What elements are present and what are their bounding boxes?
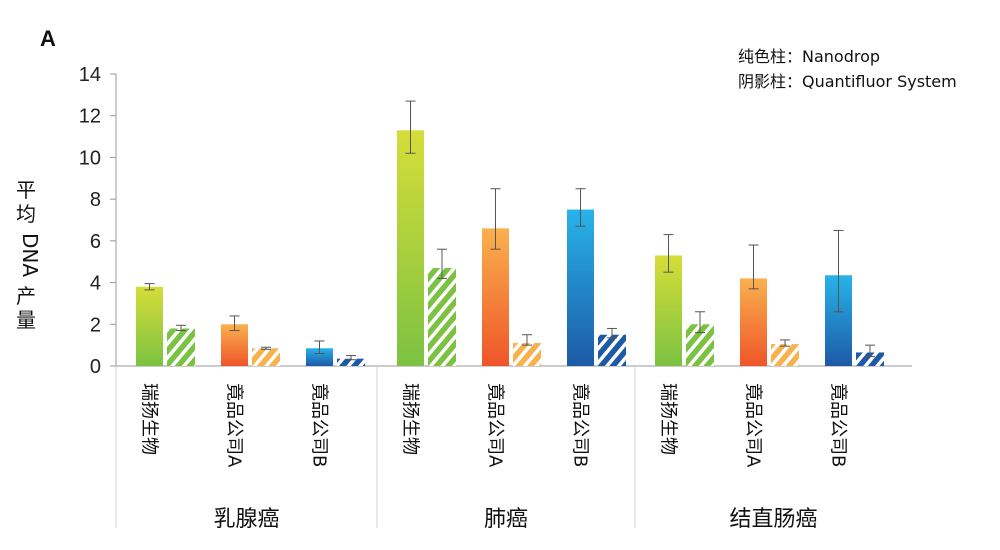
bar-nanodrop [221,324,248,366]
y-axis-label-part: 均 [16,202,36,226]
x-category-label: 瑞扬生物 [658,383,679,455]
group-label: 肺癌 [484,507,528,532]
bar-quantifluor [513,343,541,366]
y-axis-label-part: 量 [16,308,36,332]
x-category-label: 瑞扬生物 [400,383,421,455]
group-label: 乳腺癌 [213,507,279,532]
legend: 纯色柱：Nanodrop 阴影柱：Quantifluor System [738,44,957,94]
bar-quantifluor [252,348,280,366]
y-axis-label-part: 产 [16,284,36,308]
y-tick-label: 2 [90,314,101,336]
group-label: 结直肠癌 [729,507,817,532]
y-axis-label-part: 平 [16,178,36,202]
legend-solid-entry: 纯色柱：Nanodrop [738,47,881,66]
bar-quantifluor [771,344,799,366]
bar-nanodrop [306,348,333,366]
x-category-label: 竟品公司B [570,383,591,467]
x-category-label: 竟品公司A [743,383,764,468]
bar-quantifluor [598,334,626,366]
y-tick-label: 0 [90,356,101,378]
y-tick-label: 8 [90,189,101,211]
bar-quantifluor [428,267,456,366]
bar-nanodrop [567,209,594,366]
bar-quantifluor [856,352,884,366]
bar-quantifluor [167,328,195,366]
panel-label: A [40,26,56,51]
y-tick-label: 10 [79,147,101,169]
bar-nanodrop [655,255,682,366]
x-category-label: 竟品公司A [224,383,245,468]
x-category-label: 竟品公司B [828,383,849,467]
x-category-label: 竟品公司A [485,383,506,468]
x-category-label: 竟品公司B [309,383,330,467]
x-category-label: 瑞扬生物 [139,383,160,455]
bar-nanodrop [740,278,767,366]
legend-hatched-entry: 阴影柱：Quantifluor System [738,72,957,91]
bar-quantifluor [337,358,365,366]
y-tick-label: 6 [90,231,101,253]
y-tick-label: 4 [90,273,101,295]
y-tick-label: 12 [79,106,101,128]
y-tick-label: 14 [79,64,101,86]
bar-nanodrop [482,228,509,366]
bar-nanodrop [136,286,163,366]
y-axis-label: 平 均 DNA 产 量 [8,178,44,332]
bar-nanodrop [397,130,424,366]
